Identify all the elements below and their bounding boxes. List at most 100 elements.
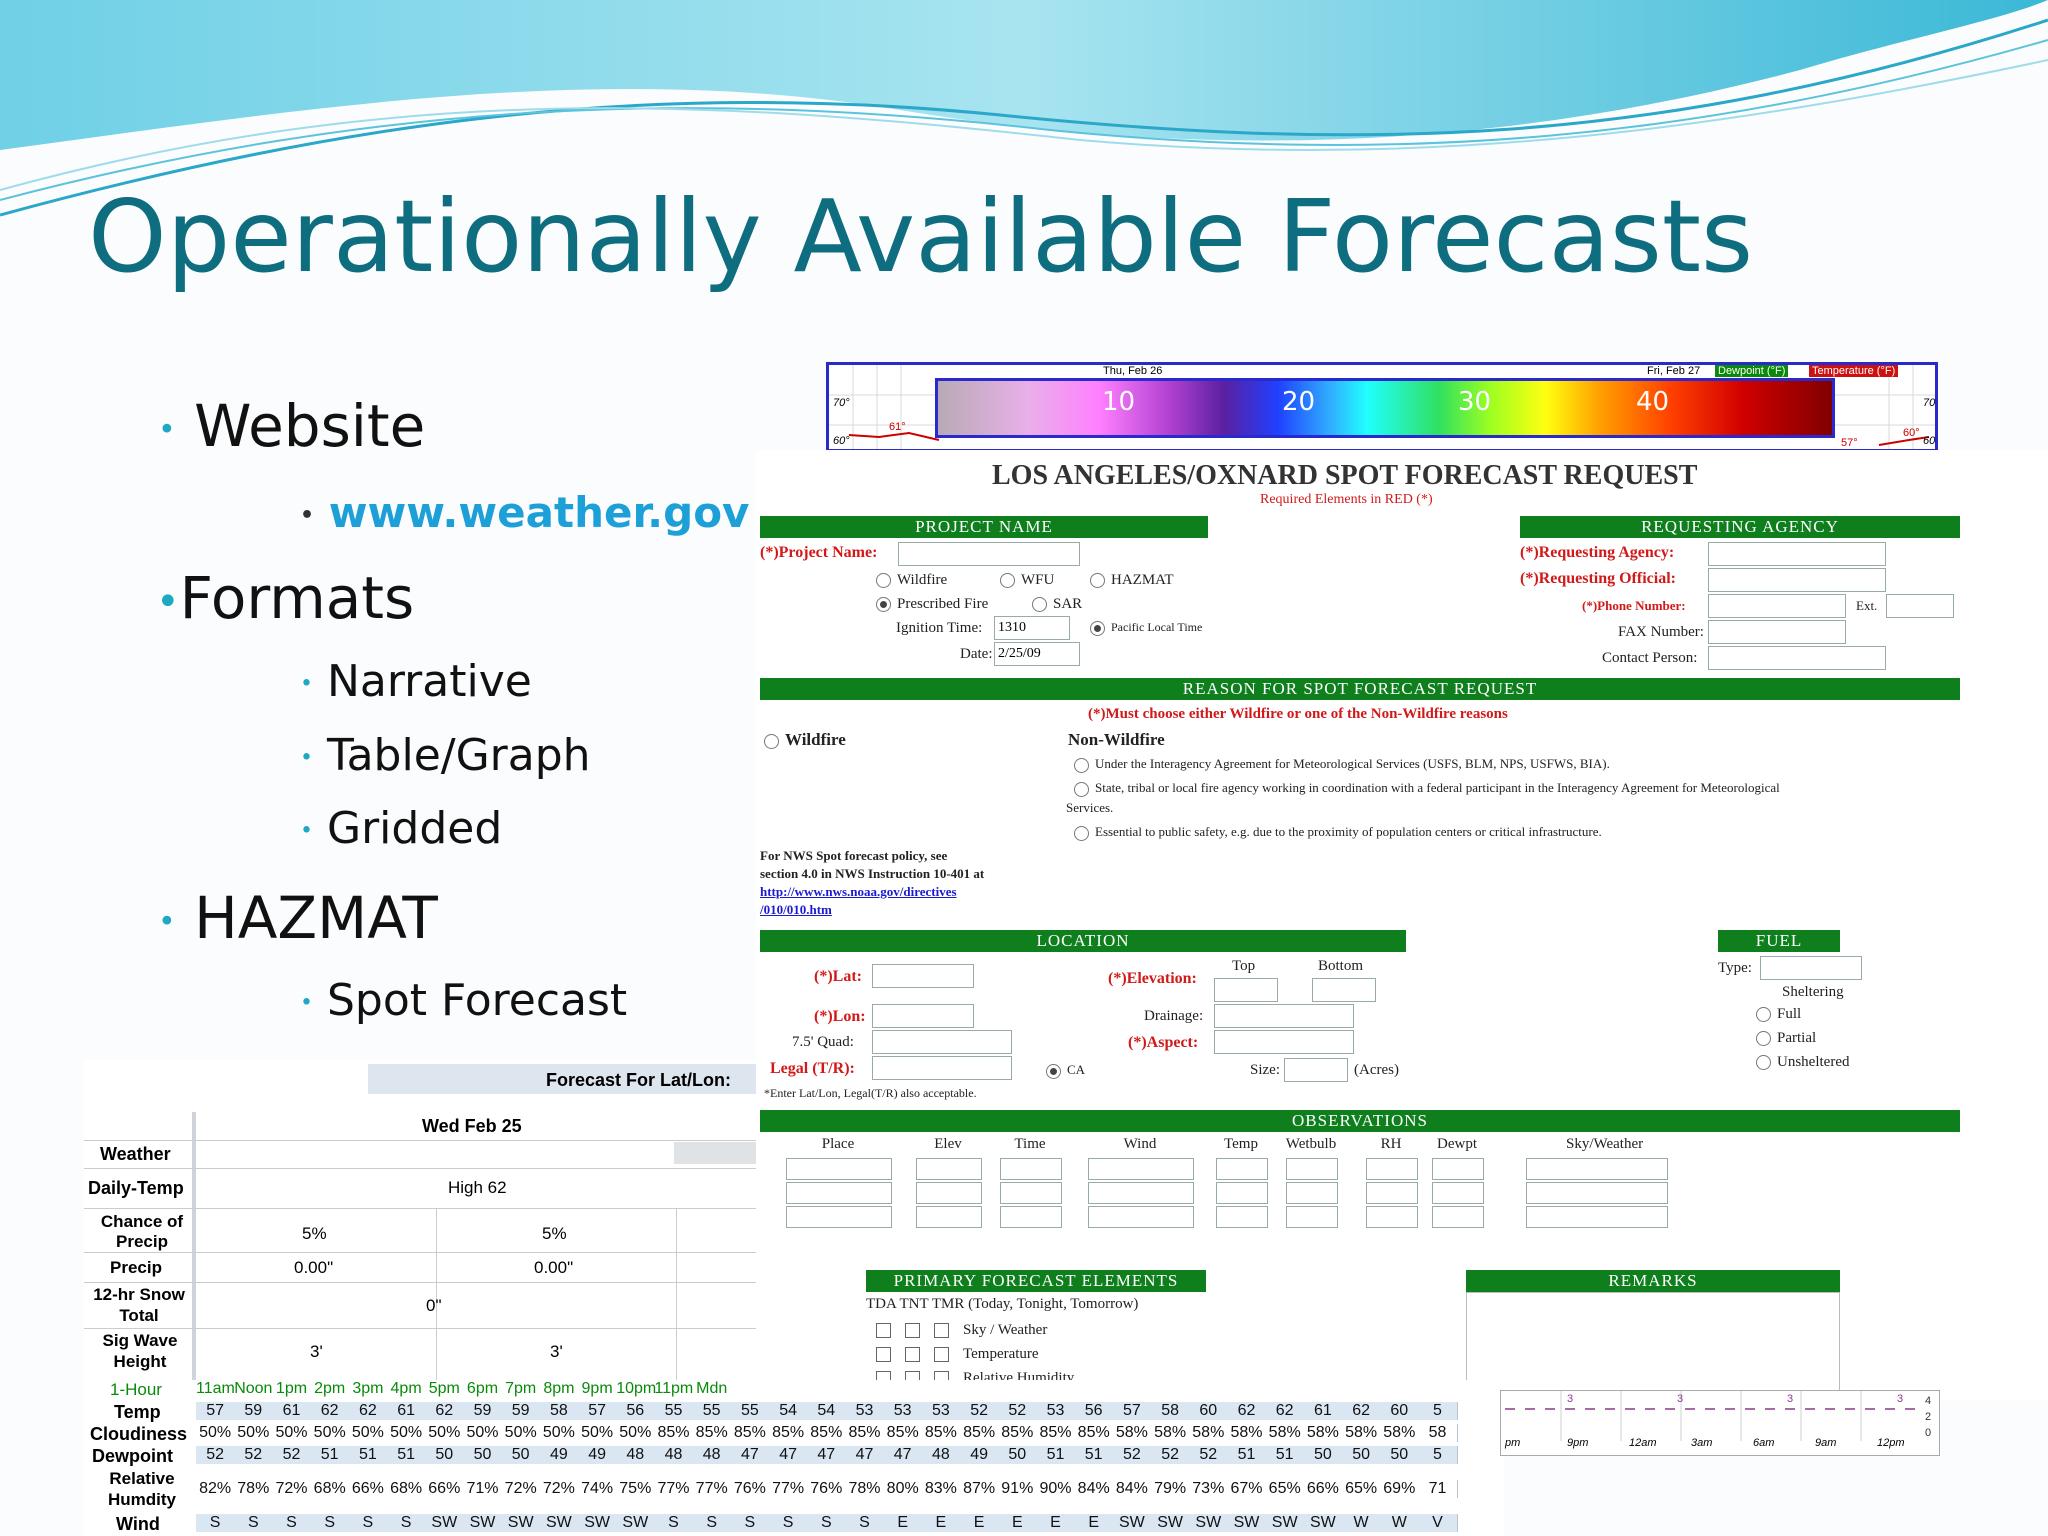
ca-option[interactable]: CA <box>1046 1062 1085 1079</box>
element-temperature[interactable]: Temperature <box>876 1346 1039 1363</box>
hourly-cloud-cell: 50% <box>196 1424 236 1442</box>
mini-value-label: 4 <box>1925 1395 1932 1407</box>
type-option-wfu[interactable]: WFU <box>1000 572 1054 589</box>
contact-person-input[interactable] <box>1708 646 1886 670</box>
obs-input[interactable] <box>1000 1182 1062 1204</box>
date-input[interactable]: 2/25/09 <box>994 642 1080 666</box>
bullet-website-url[interactable]: • www.weather.gov <box>300 488 749 537</box>
obs-input[interactable] <box>1526 1206 1668 1228</box>
obs-input[interactable] <box>1286 1158 1338 1180</box>
obs-input[interactable] <box>786 1182 892 1204</box>
lon-input[interactable] <box>872 1004 974 1028</box>
hour-header: 11pm <box>654 1380 694 1397</box>
size-input[interactable] <box>1284 1058 1348 1082</box>
lat-input[interactable] <box>872 964 974 988</box>
hourly-temp-cell: 55 <box>692 1402 732 1420</box>
non-wildfire-option-1[interactable]: Under the Interagency Agreement for Mete… <box>1074 756 1610 773</box>
hourly-rh-cell: 90% <box>1036 1480 1076 1498</box>
hourly-dew-cell: 5 <box>1418 1446 1458 1464</box>
aspect-input[interactable] <box>1214 1030 1354 1054</box>
ignition-time-label: Ignition Time: <box>896 620 983 636</box>
non-wildfire-option-2[interactable]: State, tribal or local fire agency worki… <box>1074 780 1780 797</box>
precip-value: 0.00" <box>534 1258 574 1277</box>
obs-input[interactable] <box>1216 1206 1268 1228</box>
obs-input[interactable] <box>1216 1158 1268 1180</box>
policy-link-1[interactable]: http://www.nws.noaa.gov/directives <box>760 884 957 899</box>
hourly-wind-cell: SW <box>1265 1514 1305 1532</box>
daily-temp-value: High 62 <box>448 1178 507 1197</box>
mini-value-label: 2 <box>1925 1411 1932 1423</box>
hour-header: 7pm <box>505 1380 537 1397</box>
drainage-input[interactable] <box>1214 1004 1354 1028</box>
obs-input[interactable] <box>1286 1206 1338 1228</box>
mini-time-label: 3am <box>1691 1437 1713 1449</box>
requesting-official-input[interactable] <box>1708 568 1886 592</box>
obs-input[interactable] <box>1432 1182 1484 1204</box>
obs-input[interactable] <box>1366 1182 1418 1204</box>
type-option-prescribed-fire[interactable]: Prescribed Fire <box>876 596 988 613</box>
obs-input[interactable] <box>786 1158 892 1180</box>
quad-input[interactable] <box>872 1030 1012 1054</box>
non-wildfire-option-3[interactable]: Essential to public safety, e.g. due to … <box>1074 824 1602 841</box>
mini-time-label: 9pm <box>1567 1437 1589 1449</box>
ext-label: Ext. <box>1856 598 1878 613</box>
color-scale-bar: 10 20 30 40 <box>935 378 1835 438</box>
wildfire-reason-option[interactable]: Wildfire <box>764 730 846 750</box>
legal-input[interactable] <box>872 1056 1012 1080</box>
obs-input[interactable] <box>916 1182 982 1204</box>
hourly-wind-cell: V <box>1418 1514 1458 1532</box>
bullet-dot: • <box>300 990 313 1016</box>
obs-input[interactable] <box>916 1158 982 1180</box>
obs-input[interactable] <box>1286 1182 1338 1204</box>
requesting-agency-input[interactable] <box>1708 542 1886 566</box>
policy-link-2[interactable]: /010/010.htm <box>760 902 832 917</box>
sheltering-option-unsheltered[interactable]: Unsheltered <box>1756 1054 1849 1071</box>
sheltering-option-full[interactable]: Full <box>1756 1006 1801 1023</box>
obs-input[interactable] <box>916 1206 982 1228</box>
hourly-temp-cell: 57 <box>1112 1402 1152 1420</box>
ext-input[interactable] <box>1886 594 1954 618</box>
obs-input[interactable] <box>1366 1158 1418 1180</box>
project-name-input[interactable] <box>898 542 1080 566</box>
obs-input[interactable] <box>1526 1158 1668 1180</box>
website-url-link[interactable]: www.weather.gov <box>328 488 750 537</box>
remarks-textarea[interactable] <box>1466 1292 1840 1394</box>
fax-number-input[interactable] <box>1708 620 1846 644</box>
obs-input[interactable] <box>1088 1182 1194 1204</box>
obs-column-header: RH <box>1380 1136 1402 1152</box>
hourly-temp-cell: 62 <box>348 1402 388 1420</box>
elevation-top-input[interactable] <box>1214 978 1278 1002</box>
pacific-local-time-option[interactable]: Pacific Local Time <box>1090 620 1202 636</box>
table-header-title: Forecast For Lat/Lon: <box>546 1070 732 1090</box>
color-scale-tick: 30 <box>1458 387 1492 417</box>
obs-input[interactable] <box>1000 1206 1062 1228</box>
bottom-label: Bottom <box>1318 958 1364 974</box>
hourly-temp-cell: 61 <box>387 1402 427 1420</box>
obs-input[interactable] <box>786 1206 892 1228</box>
hourly-rh-cell: 79% <box>1151 1480 1191 1498</box>
fuel-type-input[interactable] <box>1760 956 1862 980</box>
hourly-wind-cell: SW <box>578 1514 618 1532</box>
hourly-wind-cell: S <box>730 1514 770 1532</box>
type-option-hazmat[interactable]: HAZMAT <box>1090 572 1174 589</box>
type-option-wildfire[interactable]: Wildfire <box>876 572 947 589</box>
hourly-wind-cell: E <box>883 1514 923 1532</box>
weather-bar <box>674 1142 756 1164</box>
obs-input[interactable] <box>1088 1206 1194 1228</box>
acres-label: (Acres) <box>1354 1062 1399 1078</box>
hourly-rh-cell: 76% <box>807 1480 847 1498</box>
element-sky-weather[interactable]: Sky / Weather <box>876 1322 1047 1339</box>
obs-input[interactable] <box>1088 1158 1194 1180</box>
ignition-time-input[interactable]: 1310 <box>994 616 1070 640</box>
obs-input[interactable] <box>1216 1182 1268 1204</box>
obs-input[interactable] <box>1366 1206 1418 1228</box>
obs-input[interactable] <box>1000 1158 1062 1180</box>
elevation-bottom-input[interactable] <box>1312 978 1376 1002</box>
hourly-dew-cell: 52 <box>272 1446 312 1464</box>
obs-input[interactable] <box>1526 1182 1668 1204</box>
sheltering-option-partial[interactable]: Partial <box>1756 1030 1816 1047</box>
obs-input[interactable] <box>1432 1206 1484 1228</box>
type-option-sar[interactable]: SAR <box>1032 596 1082 613</box>
obs-input[interactable] <box>1432 1158 1484 1180</box>
phone-number-input[interactable] <box>1708 594 1846 618</box>
